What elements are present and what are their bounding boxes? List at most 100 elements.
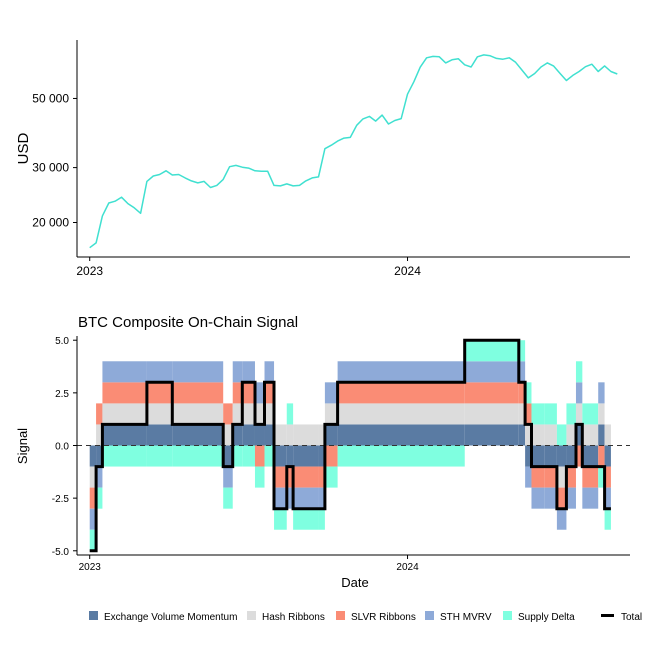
bar-hash-ribbons xyxy=(525,424,532,446)
y-tick-label: -5.0 xyxy=(52,547,70,558)
bar-slvr-ribbons xyxy=(146,382,173,404)
bar-hash-ribbons xyxy=(286,424,294,446)
bar-exchange-volume-momentum xyxy=(337,424,465,446)
bar-sth-mvrv xyxy=(102,361,147,383)
x-tick-label: 2023 xyxy=(76,264,103,278)
bar-supply-delta xyxy=(102,445,147,467)
x-tick-label: 2024 xyxy=(396,562,419,573)
bar-supply-delta xyxy=(518,340,526,362)
signal-panel: BTC Composite On-Chain Signal -5.0 -2.5 0.0… xyxy=(15,314,630,590)
bar-exchange-volume-momentum xyxy=(566,445,576,467)
bar-sth-mvrv xyxy=(525,466,532,488)
x-tick-label: 2024 xyxy=(394,264,421,278)
bar-exchange-volume-momentum xyxy=(102,424,147,446)
bar-hash-ribbons xyxy=(556,466,567,488)
bar-hash-ribbons xyxy=(264,403,275,425)
bar-supply-delta xyxy=(566,403,576,425)
bar-slvr-ribbons xyxy=(525,403,532,425)
bar-hash-ribbons xyxy=(598,403,605,425)
bar-exchange-volume-momentum xyxy=(274,445,287,467)
bar-hash-ribbons xyxy=(531,424,545,446)
bar-sth-mvrv xyxy=(604,487,611,509)
bar-hash-ribbons xyxy=(604,424,611,446)
bar-hash-ribbons xyxy=(223,424,233,446)
bar-supply-delta xyxy=(544,403,557,425)
bar-slvr-ribbons xyxy=(274,466,287,488)
bar-exchange-volume-momentum xyxy=(556,445,567,467)
bar-exchange-volume-momentum xyxy=(254,424,265,446)
bar-hash-ribbons xyxy=(102,403,147,425)
bar-sth-mvrv xyxy=(286,487,294,509)
bar-sth-mvrv xyxy=(598,382,605,404)
bar-sth-mvrv xyxy=(337,361,465,383)
bar-sth-mvrv xyxy=(293,487,319,509)
bar-supply-delta xyxy=(254,466,265,488)
bar-hash-ribbons xyxy=(293,424,319,446)
legend-swatch-sth-mvrv xyxy=(425,611,434,620)
total-signal-line xyxy=(89,338,611,553)
legend-label-supply-delta: Supply Delta xyxy=(518,612,575,623)
bar-exchange-volume-momentum xyxy=(604,445,611,467)
legend-label-sth-mvrv: STH MVRV xyxy=(440,612,492,623)
y-tick-label: 20 000 xyxy=(32,215,69,229)
bar-exchange-volume-momentum xyxy=(318,445,325,467)
bar-slvr-ribbons xyxy=(337,382,465,404)
legend-label-total: Total xyxy=(621,612,642,623)
bar-hash-ribbons xyxy=(464,403,519,425)
bar-sth-mvrv xyxy=(518,361,526,383)
bar-exchange-volume-momentum xyxy=(146,424,173,446)
bar-hash-ribbons xyxy=(582,424,599,446)
bar-hash-ribbons xyxy=(318,424,325,446)
bar-sth-mvrv xyxy=(232,361,243,383)
bar-hash-ribbons xyxy=(96,424,103,446)
legend-swatch-slvr-ribbons xyxy=(336,611,345,620)
bar-supply-delta xyxy=(286,403,294,425)
bar-slvr-ribbons xyxy=(96,403,103,425)
bar-slvr-ribbons xyxy=(604,466,611,488)
bar-hash-ribbons xyxy=(232,403,243,425)
bar-sth-mvrv xyxy=(464,361,519,383)
bar-supply-delta xyxy=(525,382,532,404)
bar-exchange-volume-momentum xyxy=(242,424,255,446)
bar-sth-mvrv xyxy=(146,361,173,383)
bar-exchange-volume-momentum xyxy=(518,424,526,446)
bar-exchange-volume-momentum xyxy=(264,424,275,446)
bar-supply-delta xyxy=(96,487,103,509)
bar-slvr-ribbons xyxy=(324,445,338,467)
bar-sth-mvrv xyxy=(318,487,325,509)
y-tick-label: 2.5 xyxy=(55,389,69,400)
bar-slvr-ribbons xyxy=(89,487,97,509)
bar-hash-ribbons xyxy=(89,466,97,488)
y-tick-label: 50 000 xyxy=(32,91,69,105)
bar-supply-delta xyxy=(274,508,287,530)
y-axis-title: Signal xyxy=(15,428,30,464)
bar-exchange-volume-momentum xyxy=(223,445,233,467)
bar-supply-delta xyxy=(464,340,519,362)
bar-supply-delta xyxy=(264,445,275,467)
legend-label-slvr-ribbons: SLVR Ribbons xyxy=(351,612,416,623)
bar-supply-delta xyxy=(172,445,224,467)
bar-slvr-ribbons xyxy=(544,466,557,488)
bar-supply-delta xyxy=(232,445,243,467)
legend-swatch-hash-ribbons xyxy=(247,611,256,620)
bar-supply-delta xyxy=(556,424,567,446)
bar-supply-delta xyxy=(146,445,173,467)
bar-slvr-ribbons xyxy=(556,487,567,509)
x-tick-label: 2023 xyxy=(79,562,102,573)
bar-sth-mvrv xyxy=(566,487,576,509)
bar-exchange-volume-momentum xyxy=(293,445,319,467)
bar-sth-mvrv xyxy=(264,361,275,383)
bar-exchange-volume-momentum xyxy=(324,424,338,446)
bar-sth-mvrv xyxy=(531,487,545,509)
bar-exchange-volume-momentum xyxy=(531,445,545,467)
legend-label-exchange-volume-momentum: Exchange Volume Momentum xyxy=(104,612,237,623)
bar-sth-mvrv xyxy=(89,508,97,530)
bar-exchange-volume-momentum xyxy=(89,445,97,467)
y-axis-title: USD xyxy=(15,132,32,164)
bar-exchange-volume-momentum xyxy=(525,445,532,467)
bar-exchange-volume-momentum xyxy=(286,445,294,467)
bar-supply-delta xyxy=(242,445,255,467)
bar-supply-delta xyxy=(531,403,545,425)
bar-sth-mvrv xyxy=(96,466,103,488)
bar-sth-mvrv xyxy=(582,487,599,509)
